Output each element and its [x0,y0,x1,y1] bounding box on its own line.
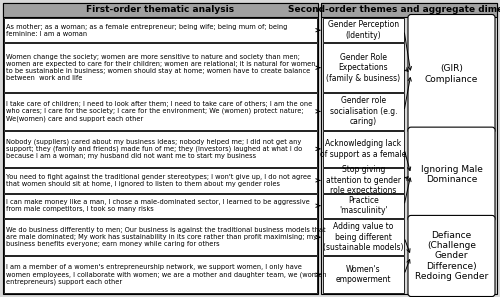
Text: Ignoring Male
Dominance: Ignoring Male Dominance [420,165,482,184]
FancyBboxPatch shape [323,168,404,192]
FancyBboxPatch shape [4,43,317,92]
Text: First-order thematic analysis: First-order thematic analysis [86,6,234,15]
Text: I take care of children; I need to look after them; I need to take care of other: I take care of children; I need to look … [6,101,312,122]
FancyBboxPatch shape [4,18,317,42]
Text: Stop giving
attention to gender
role expectations: Stop giving attention to gender role exp… [326,165,401,195]
FancyBboxPatch shape [323,131,404,167]
Text: Gender role
socialisation (e.g.
caring): Gender role socialisation (e.g. caring) [330,97,397,126]
FancyBboxPatch shape [323,194,404,218]
Text: Women change the society; women are more sensitive to nature and society than me: Women change the society; women are more… [6,54,316,81]
FancyBboxPatch shape [3,3,318,17]
Text: Practice
'masculinity': Practice 'masculinity' [339,196,388,215]
FancyBboxPatch shape [321,3,497,17]
Text: As mother; as a woman; as a female entrepreneur; being wife; being mum of; being: As mother; as a woman; as a female entre… [6,24,288,37]
Text: Acknowledging lack
of support as a female: Acknowledging lack of support as a femal… [320,139,406,159]
Text: You need to fight against the traditional gender stereotypes; I won't give up, I: You need to fight against the traditiona… [6,174,311,187]
FancyBboxPatch shape [323,43,404,92]
Text: Women's
empowerment: Women's empowerment [336,265,391,285]
FancyBboxPatch shape [4,93,317,129]
Text: Nobody (suppliers) cared about my business ideas; nobody helped me; I did not ge: Nobody (suppliers) cared about my busine… [6,138,302,159]
Text: Gender Role
Expectations
(family & business): Gender Role Expectations (family & busin… [326,53,400,83]
Text: Defiance
(Challenge
Gender
Difference)
Redoing Gender: Defiance (Challenge Gender Difference) R… [415,231,488,281]
Text: (GIR)
Compliance: (GIR) Compliance [425,64,478,83]
FancyBboxPatch shape [4,131,317,167]
Text: We do business differently to men; Our business is against the traditional busin: We do business differently to men; Our b… [6,227,326,247]
Text: I am a member of a women's entrepreneurship network, we support women, I only ha: I am a member of a women's entrepreneurs… [6,264,326,285]
FancyBboxPatch shape [3,3,318,294]
Text: Adding value to
being different
(sustainable models): Adding value to being different (sustain… [323,222,404,252]
Text: Gender Perception
(Identity): Gender Perception (Identity) [328,20,399,40]
FancyBboxPatch shape [4,256,317,293]
FancyBboxPatch shape [4,219,317,255]
FancyBboxPatch shape [408,15,495,133]
FancyBboxPatch shape [4,194,317,218]
FancyBboxPatch shape [323,256,404,293]
Text: I can make money like a man, I chose a male-dominated sector, I learned to be ag: I can make money like a man, I chose a m… [6,199,310,212]
FancyBboxPatch shape [323,219,404,255]
FancyBboxPatch shape [4,168,317,192]
Text: Second-order themes and aggregate dimension: Second-order themes and aggregate dimens… [288,6,500,15]
FancyBboxPatch shape [323,18,404,42]
FancyBboxPatch shape [408,215,495,296]
FancyBboxPatch shape [408,127,495,221]
FancyBboxPatch shape [323,93,404,129]
FancyBboxPatch shape [321,3,497,294]
